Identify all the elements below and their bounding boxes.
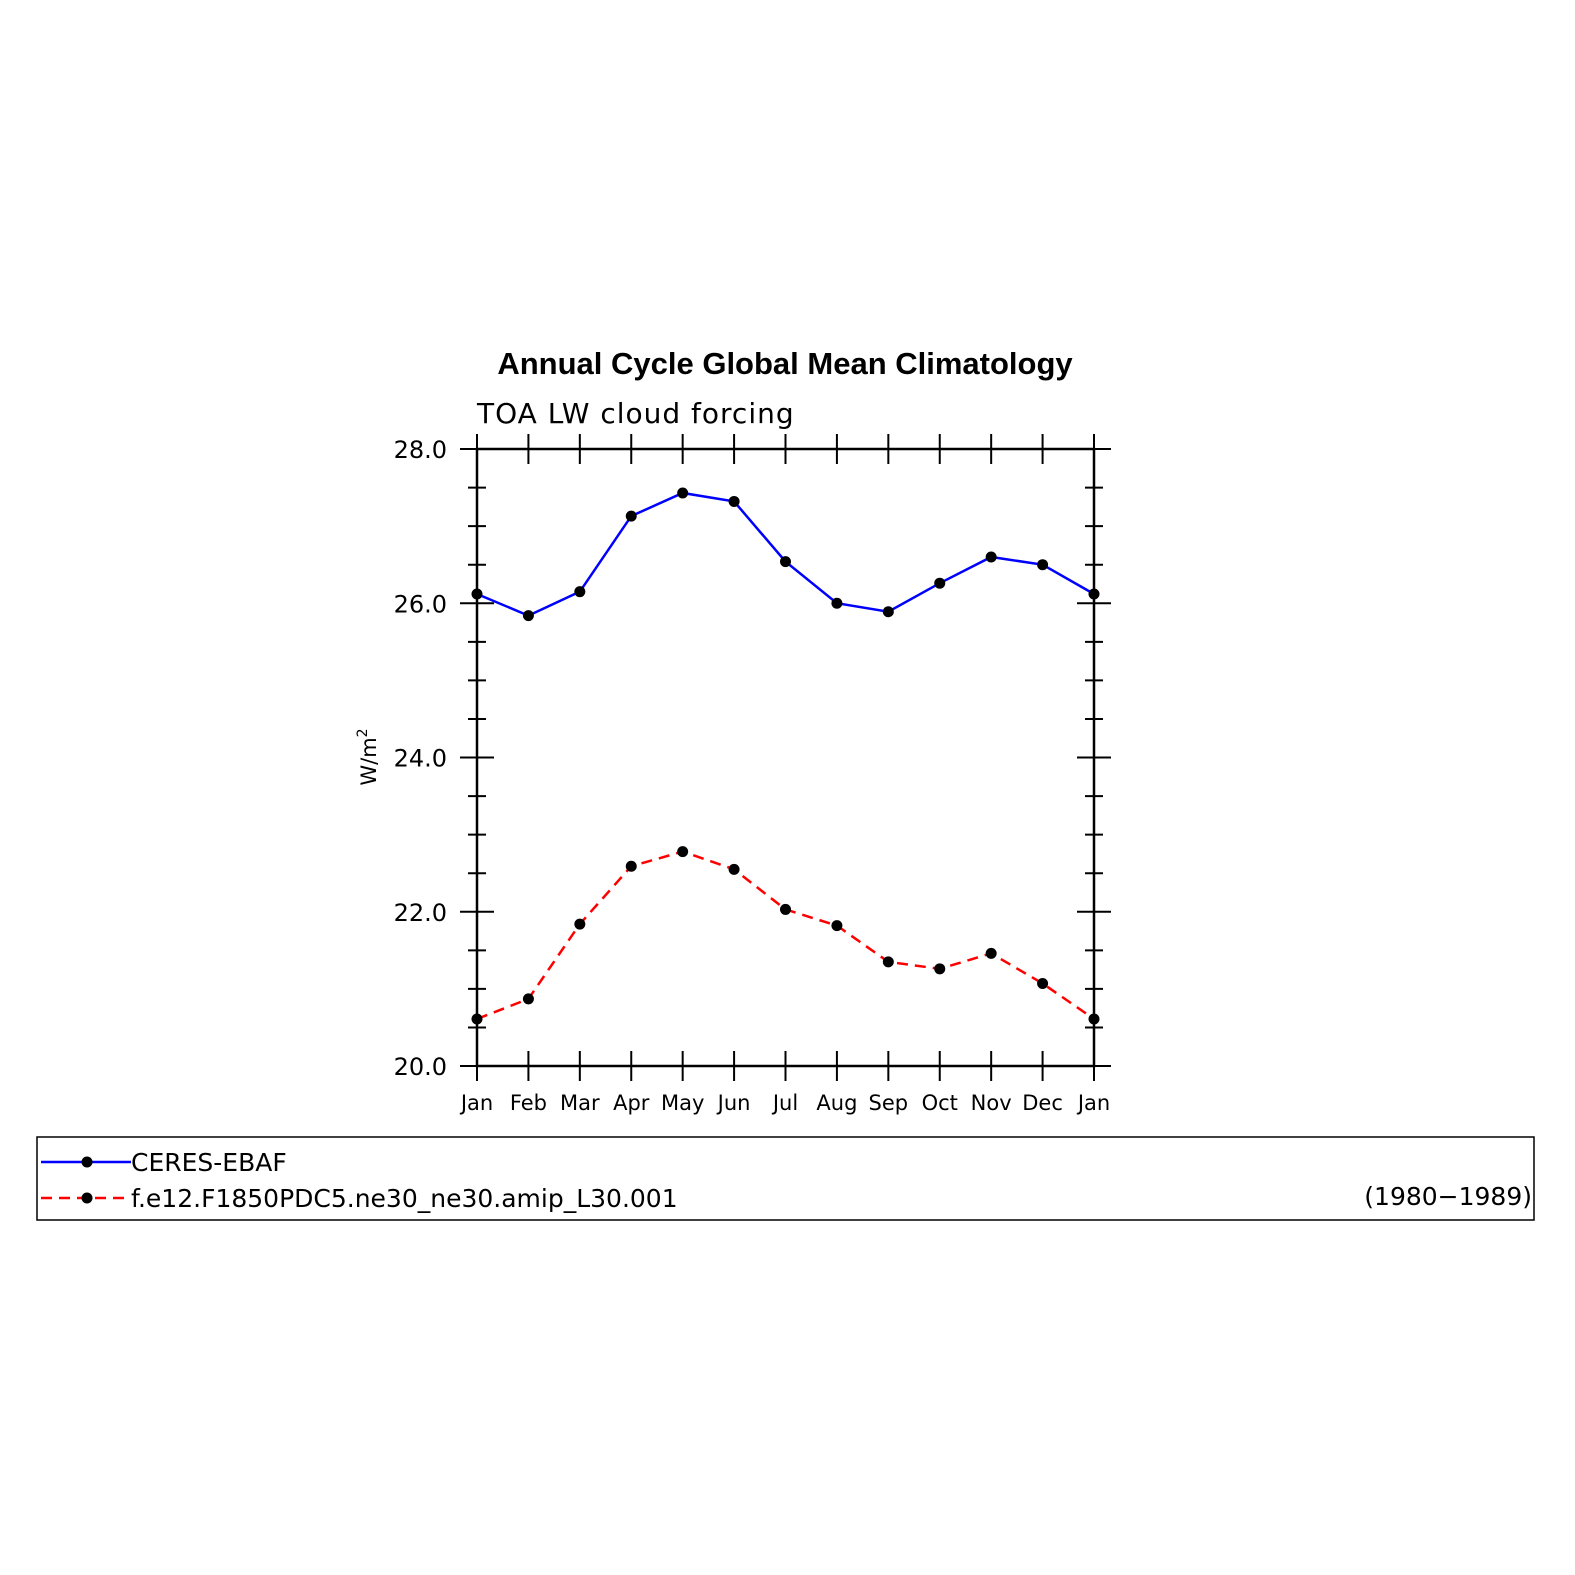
series-1-point	[831, 597, 843, 609]
y-axis-label-superscript: 2	[355, 728, 371, 737]
y-axis-label: W/m2	[355, 728, 381, 785]
y-tick-label: 26.0	[394, 590, 447, 618]
x-tick-label: Oct	[922, 1091, 958, 1115]
x-tick-label: Feb	[510, 1091, 547, 1115]
x-tick-label: Jan	[459, 1091, 493, 1115]
series-1-point	[985, 551, 997, 563]
series-1-point	[471, 588, 483, 600]
series-1-point	[522, 610, 534, 622]
series-1-point	[1088, 588, 1100, 600]
y-tick-label: 22.0	[394, 899, 447, 927]
x-tick-label: Jan	[1076, 1091, 1110, 1115]
series-2-point	[471, 1013, 483, 1025]
x-tick-label: Mar	[560, 1091, 600, 1115]
series-2-point	[522, 993, 534, 1005]
legend-label-2: f.e12.F1850PDC5.ne30_ne30.amip_L30.001	[131, 1184, 678, 1213]
series-2-point	[882, 956, 894, 968]
x-tick-label: Aug	[816, 1091, 857, 1115]
x-tick-label: Jul	[771, 1091, 798, 1115]
series-line-2	[476, 850, 1095, 1021]
legend-note: (1980−1989)	[1364, 1182, 1532, 1211]
plot-frame	[475, 447, 1096, 1068]
series-1-point	[1037, 559, 1049, 571]
legend-box	[36, 1136, 1535, 1221]
series-1-point	[780, 556, 791, 568]
x-tick-label: Sep	[869, 1091, 909, 1115]
series-1-point	[934, 577, 946, 589]
y-tick-label: 20.0	[394, 1053, 447, 1081]
series-1-point	[574, 586, 586, 598]
legend-entries: CERES-EBAF f.e12.F1850PDC5.ne30_ne30.amip…	[41, 1148, 678, 1213]
series-2-point	[625, 860, 637, 872]
series-1-point	[882, 606, 894, 618]
x-tick-label: May	[661, 1091, 704, 1115]
series-2-point	[574, 918, 586, 930]
series-1-point	[677, 487, 689, 499]
series-2-point	[677, 846, 689, 858]
series-2-point	[728, 863, 740, 875]
series-2-point	[985, 947, 997, 959]
series-1-point	[728, 495, 740, 507]
plot-series	[471, 487, 1100, 1025]
chart-title: Annual Cycle Global Mean Climatology	[497, 346, 1073, 381]
x-tick-label: Apr	[613, 1091, 650, 1115]
series-2-point	[831, 920, 843, 932]
y-tick-label: 24.0	[394, 745, 447, 773]
series-2-point	[1037, 977, 1049, 989]
legend-marker-1	[81, 1156, 93, 1168]
y-axis-label-unit: W/m	[357, 737, 381, 785]
series-1-point	[625, 510, 637, 522]
legend-marker-2	[81, 1192, 93, 1204]
y-tick-label: 28.0	[394, 436, 447, 464]
legend-label-1: CERES-EBAF	[131, 1148, 287, 1177]
plot-axes: 20.0 22.0 24.0 26.0 28.0 Jan Feb Mar Apr May Jun Ju…	[394, 434, 1111, 1115]
x-tick-label: Nov	[971, 1091, 1012, 1115]
x-tick-label: Dec	[1022, 1091, 1063, 1115]
x-tick-label: Jun	[716, 1091, 751, 1115]
series-2-point	[934, 963, 946, 975]
series-2-point	[1088, 1013, 1100, 1025]
chart-subtitle: TOA LW cloud forcing	[476, 397, 795, 430]
series-2-point	[780, 903, 791, 915]
series-line-1	[476, 491, 1095, 617]
legend: CERES-EBAF f.e12.F1850PDC5.ne30_ne30.amip…	[36, 1136, 1535, 1221]
